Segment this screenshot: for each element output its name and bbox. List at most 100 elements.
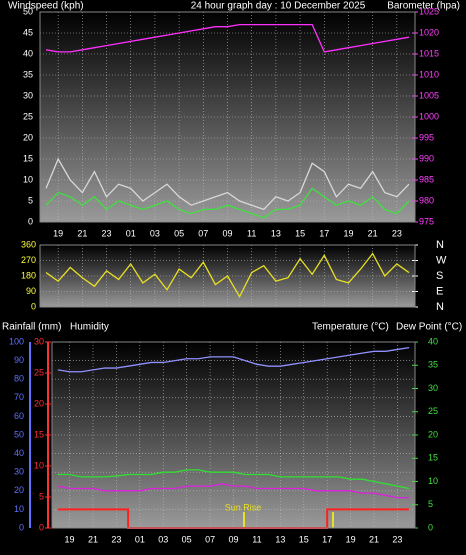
y-tick-label: 35 bbox=[23, 69, 33, 79]
y2-tick-label: W bbox=[436, 254, 447, 266]
annotation: Sun Rise bbox=[225, 502, 262, 512]
y2-tick-label: 1020 bbox=[419, 27, 439, 37]
x-tick-label: 15 bbox=[295, 228, 305, 238]
y-tick-label: 80 bbox=[14, 374, 24, 384]
x-tick-label: 23 bbox=[111, 534, 121, 544]
rain-label: Rainfall (mm) bbox=[2, 322, 61, 333]
plot-frame bbox=[39, 11, 416, 223]
y2-tick-label: 1025 bbox=[419, 6, 439, 16]
plot-frame bbox=[39, 244, 416, 308]
x-tick-label: 07 bbox=[205, 534, 215, 544]
y3-tick-label: 15 bbox=[428, 453, 438, 463]
dew-label: Dew Point (°C) bbox=[396, 322, 462, 333]
x-tick-label: 11 bbox=[252, 534, 261, 544]
y2-tick-label: 985 bbox=[419, 174, 434, 184]
y-tick-label: 100 bbox=[9, 336, 24, 346]
y-tick-label: 20 bbox=[14, 485, 24, 495]
x-tick-label: 23 bbox=[392, 228, 402, 238]
y2-tick-label: 1010 bbox=[419, 69, 439, 79]
y2-tick-label: S bbox=[436, 270, 443, 282]
x-tick-label: 09 bbox=[222, 228, 232, 238]
y2-tick-label: 20 bbox=[34, 398, 44, 408]
y2-tick-label: N bbox=[436, 301, 444, 313]
x-tick-label: 19 bbox=[343, 228, 353, 238]
y2-tick-label: 1005 bbox=[419, 90, 439, 100]
x-tick-label: 17 bbox=[319, 228, 329, 238]
y2-tick-label: 980 bbox=[419, 195, 434, 205]
y-tick-label: 25 bbox=[23, 111, 33, 121]
y3-tick-label: 25 bbox=[428, 406, 438, 416]
y-tick-label: 45 bbox=[23, 27, 33, 37]
y-tick-label: 180 bbox=[21, 270, 36, 280]
series-line bbox=[57, 469, 410, 490]
y2-tick-label: 995 bbox=[419, 132, 434, 142]
series-line bbox=[57, 483, 410, 499]
x-tick-label: 11 bbox=[247, 228, 256, 238]
y2-tick-label: 30 bbox=[34, 336, 44, 346]
y2-tick-label: 0 bbox=[39, 522, 44, 532]
y2-tick-label: 1000 bbox=[419, 111, 439, 121]
x-tick-label: 01 bbox=[135, 534, 145, 544]
y2-tick-label: 1015 bbox=[419, 48, 439, 58]
y2-tick-label: 990 bbox=[419, 153, 434, 163]
y-tick-label: 90 bbox=[26, 286, 36, 296]
y-tick-label: 0 bbox=[28, 216, 33, 226]
y-tick-label: 360 bbox=[21, 239, 36, 249]
x-tick-label: 07 bbox=[198, 228, 208, 238]
y2-tick-label: 975 bbox=[419, 216, 434, 226]
y-tick-label: 0 bbox=[31, 301, 36, 311]
x-tick-label: 21 bbox=[368, 228, 378, 238]
y-tick-label: 0 bbox=[19, 522, 24, 532]
y-tick-label: 50 bbox=[14, 429, 24, 439]
x-tick-label: 01 bbox=[126, 228, 136, 238]
humidity-label: Humidity bbox=[70, 322, 109, 333]
y-tick-label: 30 bbox=[23, 90, 33, 100]
y2-tick-label: E bbox=[436, 285, 443, 297]
y-tick-label: 70 bbox=[14, 392, 24, 402]
y-tick-label: 10 bbox=[14, 504, 24, 514]
x-tick-label: 19 bbox=[53, 228, 63, 238]
x-tick-label: 19 bbox=[346, 534, 356, 544]
y2-tick-label: 5 bbox=[39, 491, 44, 501]
y-tick-label: 5 bbox=[28, 195, 33, 205]
wind-label: Windspeed (kph) bbox=[8, 1, 84, 12]
y-tick-label: 20 bbox=[23, 132, 33, 142]
x-tick-label: 21 bbox=[77, 228, 87, 238]
y3-tick-label: 40 bbox=[428, 336, 438, 346]
y-tick-label: 60 bbox=[14, 411, 24, 421]
x-tick-label: 13 bbox=[275, 534, 285, 544]
x-tick-label: 03 bbox=[150, 228, 160, 238]
y-tick-label: 90 bbox=[14, 355, 24, 365]
x-tick-label: 05 bbox=[174, 228, 184, 238]
plot-frame bbox=[51, 341, 416, 529]
temp-label: Temperature (°C) bbox=[312, 322, 389, 333]
y3-tick-label: 35 bbox=[428, 360, 438, 370]
series-line bbox=[57, 346, 410, 373]
series-line bbox=[45, 157, 410, 211]
y3-tick-label: 20 bbox=[428, 429, 438, 439]
y-tick-label: 10 bbox=[23, 174, 33, 184]
y-tick-label: 40 bbox=[14, 448, 24, 458]
y2-tick-label: 15 bbox=[34, 429, 44, 439]
y-tick-label: 40 bbox=[23, 48, 33, 58]
x-tick-label: 19 bbox=[65, 534, 75, 544]
x-tick-label: 17 bbox=[322, 534, 332, 544]
x-tick-label: 09 bbox=[228, 534, 238, 544]
x-tick-label: 03 bbox=[158, 534, 168, 544]
y-tick-label: 270 bbox=[21, 255, 36, 265]
y3-tick-label: 5 bbox=[428, 499, 433, 509]
series-line bbox=[45, 187, 410, 219]
x-tick-label: 13 bbox=[271, 228, 281, 238]
x-tick-label: 15 bbox=[299, 534, 309, 544]
x-tick-label: 05 bbox=[182, 534, 192, 544]
x-tick-label: 21 bbox=[369, 534, 379, 544]
x-tick-label: 23 bbox=[102, 228, 112, 238]
y3-tick-label: 10 bbox=[428, 476, 438, 486]
y2-tick-label: 25 bbox=[34, 367, 44, 377]
x-tick-label: 21 bbox=[88, 534, 98, 544]
y2-tick-label: 10 bbox=[34, 460, 44, 470]
baro-label: Barometer (hpa) bbox=[387, 1, 460, 12]
chart-title: 24 hour graph day : 10 December 2025 bbox=[191, 1, 366, 12]
series-line bbox=[45, 23, 410, 53]
